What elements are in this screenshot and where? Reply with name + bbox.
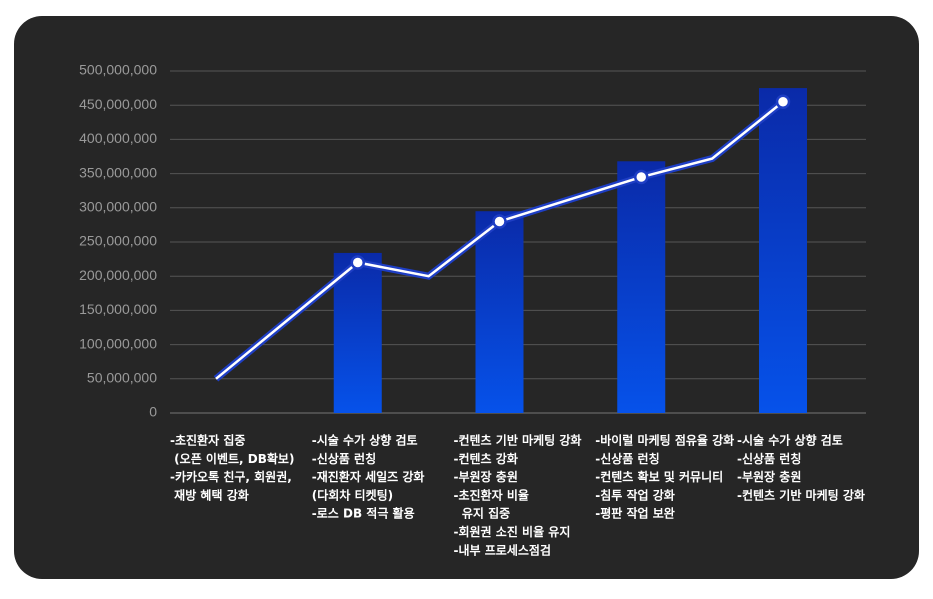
category-label: -로스 DB 적극 활용 — [312, 506, 415, 521]
category-label: -컨텐츠 강화 — [454, 451, 518, 466]
category-label: -초진환자 비율 — [454, 487, 529, 502]
category-label: -시술 수가 상향 검토 — [312, 433, 418, 448]
category-label: -침투 작업 강화 — [595, 487, 675, 502]
category-label: -재진환자 세일즈 강화 — [312, 469, 425, 484]
category-label: -카카오톡 친구, 회원권, — [170, 469, 292, 484]
category-label: -신상품 런칭 — [312, 451, 376, 466]
y-tick-label: 100,000,000 — [79, 335, 157, 351]
category-label: (다회차 티켓팅) — [312, 487, 393, 502]
bar — [475, 211, 524, 413]
panel — [14, 16, 919, 579]
category-label: -컨텐츠 기반 마케팅 강화 — [454, 433, 582, 448]
category-label: -회원권 소진 비율 유지 — [454, 524, 571, 539]
category-label: -컨텐츠 확보 및 커뮤니티 — [595, 469, 723, 484]
y-tick-label: 250,000,000 — [79, 233, 157, 249]
category-label: -초진환자 집중 — [170, 433, 245, 448]
category-label: -신상품 런칭 — [737, 451, 801, 466]
category-label: 유지 집중 — [454, 506, 511, 521]
category-label: 재방 혜택 강화 — [170, 487, 249, 502]
y-tick-label: 200,000,000 — [79, 267, 157, 283]
category-label: -내부 프로세스점검 — [454, 542, 551, 557]
category-label: -신상품 런칭 — [595, 451, 659, 466]
y-tick-label: 50,000,000 — [87, 370, 157, 386]
y-tick-label: 350,000,000 — [79, 164, 157, 180]
y-tick-label: 150,000,000 — [79, 301, 157, 317]
y-tick-label: 300,000,000 — [79, 199, 157, 215]
y-tick-label: 0 — [149, 404, 157, 420]
marker — [775, 94, 791, 110]
y-tick-label: 400,000,000 — [79, 130, 157, 146]
marker — [492, 214, 507, 229]
bar — [759, 88, 807, 413]
category-label: -평판 작업 보완 — [595, 506, 675, 521]
category-label: (오픈 이벤트, DB확보) — [170, 451, 294, 466]
bar — [617, 161, 666, 413]
y-tick-label: 450,000,000 — [79, 96, 157, 112]
category-label: -시술 수가 상향 검토 — [737, 433, 843, 448]
marker — [634, 169, 649, 185]
category-label: -바이럴 마케팅 점유율 강화 — [595, 433, 734, 448]
category-label: -부원장 충원 — [737, 469, 801, 484]
marker — [350, 255, 365, 270]
category-label: -부원장 충원 — [454, 469, 518, 484]
y-tick-label: 500,000,000 — [79, 62, 157, 78]
category-label: -컨텐츠 기반 마케팅 강화 — [737, 487, 865, 502]
